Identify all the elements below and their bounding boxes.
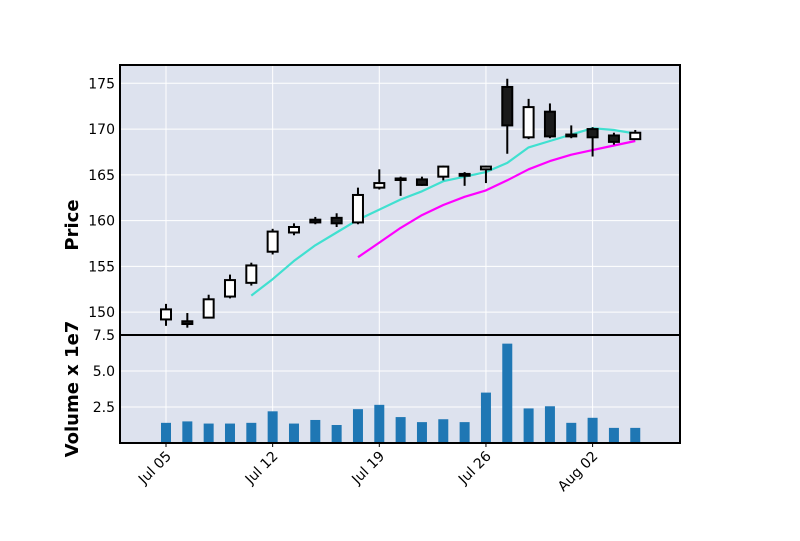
price-axis-label: Price: [62, 199, 83, 250]
volume-bar: [182, 421, 193, 443]
candle-down: [458, 172, 471, 186]
volume-tick-label: 5.0: [93, 364, 115, 380]
x-tick-label: Jul 26: [455, 448, 495, 488]
volume-bar: [352, 409, 363, 443]
candle-body: [586, 128, 599, 139]
candle-up: [437, 165, 450, 181]
candle-down: [501, 78, 514, 154]
candle-body: [629, 131, 642, 141]
volume-bar: [161, 422, 171, 443]
candle-body: [394, 177, 407, 181]
candle-body: [202, 298, 215, 319]
candle-body: [330, 216, 343, 225]
volume-bar: [587, 417, 598, 443]
candle-up: [223, 274, 236, 299]
candle-body: [458, 172, 471, 177]
volume-bar: [246, 422, 257, 443]
candle-down: [415, 176, 428, 186]
volume-axis-label: Volume x 1e7: [62, 321, 83, 458]
candle-body: [181, 320, 194, 326]
moving-average-long-line: [357, 139, 636, 259]
candle-up: [522, 98, 535, 140]
volume-y-ticks: 2.5 5.0 7.5: [93, 328, 115, 416]
price-tick-label: 150: [88, 305, 115, 321]
candle-body: [522, 106, 535, 139]
candle-up: [373, 169, 386, 190]
candle-body: [607, 134, 620, 143]
volume-bar: [502, 343, 513, 443]
candles: [160, 78, 642, 328]
panel-frames: [119, 64, 681, 444]
volume-bar: [459, 422, 470, 443]
x-tick-label: Jul 19: [348, 449, 388, 489]
volume-bar: [438, 419, 449, 443]
price-tick-label: 165: [88, 168, 115, 184]
x-ticks: Jul 05 Jul 12 Jul 19 Jul 26 Aug 02: [135, 443, 601, 495]
volume-bar: [288, 423, 299, 443]
candle-body: [245, 264, 258, 284]
price-tick-label: 160: [88, 214, 115, 230]
volume-bar: [630, 427, 641, 443]
candle-body: [309, 218, 322, 224]
candle-up: [245, 262, 258, 286]
candle-body: [287, 226, 300, 234]
volume-bar: [267, 411, 278, 443]
volume-bar: [203, 423, 214, 443]
candle-up: [287, 223, 300, 236]
candle-up: [202, 294, 215, 319]
candle-up: [160, 303, 172, 326]
candle-down: [543, 103, 556, 139]
candle-body: [415, 178, 428, 186]
candle-body: [223, 279, 236, 298]
volume-tick-label: 7.5: [93, 328, 115, 344]
candle-body: [373, 182, 386, 189]
candle-up: [565, 125, 578, 139]
candle-body: [160, 308, 172, 321]
volume-bars: [161, 343, 641, 443]
volume-bar: [523, 408, 534, 443]
candle-down: [607, 132, 620, 145]
volume-bar: [310, 419, 321, 443]
volume-bar: [416, 422, 427, 443]
price-y-ticks: 150 155 160 165 170 175: [88, 76, 115, 321]
candle-down: [330, 213, 343, 227]
volume-bar: [331, 425, 342, 443]
x-tick-label: Aug 02: [555, 449, 601, 495]
candle-body: [501, 85, 514, 127]
candle-up: [629, 129, 642, 141]
candle-down: [181, 313, 194, 328]
volume-bar: [395, 417, 406, 443]
volume-bar: [224, 423, 235, 443]
candle-body: [543, 110, 556, 138]
volume-bar: [544, 406, 555, 443]
candle-down: [586, 127, 599, 157]
candle-body: [266, 230, 279, 253]
x-tick-label: Jul 05: [135, 449, 175, 489]
volume-bar: [608, 427, 619, 443]
x-tick-label: Jul 12: [242, 449, 282, 489]
price-tick-label: 175: [88, 76, 115, 92]
candle-up: [266, 228, 279, 255]
candle-up: [351, 187, 364, 225]
candle-body: [479, 165, 492, 171]
candle-up: [479, 165, 492, 184]
candle-down: [309, 216, 322, 225]
volume-bar: [566, 422, 577, 443]
volume-tick-label: 2.5: [93, 400, 115, 416]
volume-bar: [374, 404, 385, 443]
candle-body: [437, 165, 450, 178]
price-tick-label: 170: [88, 122, 115, 138]
candle-down: [394, 176, 407, 196]
candle-body: [565, 133, 578, 138]
candle-body: [351, 193, 364, 224]
axes-frame: [119, 64, 681, 444]
volume-bar: [480, 392, 491, 443]
price-tick-label: 155: [88, 259, 115, 275]
